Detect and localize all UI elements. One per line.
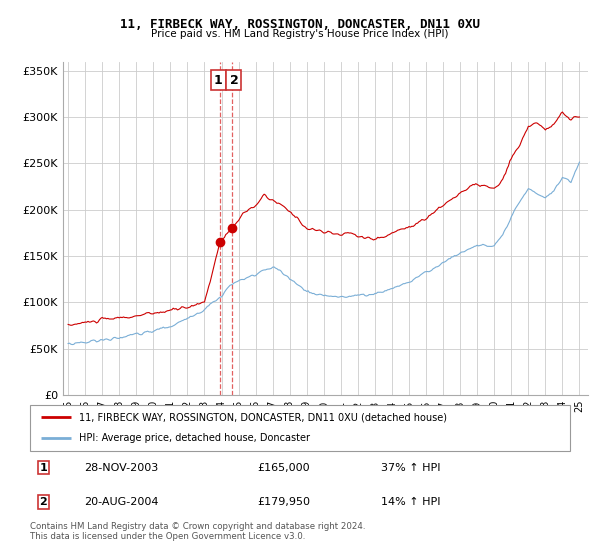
Text: £165,000: £165,000 — [257, 463, 310, 473]
Text: 2: 2 — [40, 497, 47, 507]
Text: 14% ↑ HPI: 14% ↑ HPI — [381, 497, 440, 507]
Text: 1: 1 — [214, 73, 223, 87]
Text: Price paid vs. HM Land Registry's House Price Index (HPI): Price paid vs. HM Land Registry's House … — [151, 29, 449, 39]
Text: 28-NOV-2003: 28-NOV-2003 — [84, 463, 158, 473]
Text: 2: 2 — [230, 73, 238, 87]
Text: 11, FIRBECK WAY, ROSSINGTON, DONCASTER, DN11 0XU: 11, FIRBECK WAY, ROSSINGTON, DONCASTER, … — [120, 18, 480, 31]
Text: 1: 1 — [40, 463, 47, 473]
Text: 20-AUG-2004: 20-AUG-2004 — [84, 497, 158, 507]
FancyBboxPatch shape — [30, 405, 570, 451]
Text: Contains HM Land Registry data © Crown copyright and database right 2024.
This d: Contains HM Land Registry data © Crown c… — [30, 522, 365, 542]
Text: 37% ↑ HPI: 37% ↑ HPI — [381, 463, 440, 473]
Text: £179,950: £179,950 — [257, 497, 310, 507]
Text: HPI: Average price, detached house, Doncaster: HPI: Average price, detached house, Donc… — [79, 433, 310, 444]
Text: 11, FIRBECK WAY, ROSSINGTON, DONCASTER, DN11 0XU (detached house): 11, FIRBECK WAY, ROSSINGTON, DONCASTER, … — [79, 412, 446, 422]
